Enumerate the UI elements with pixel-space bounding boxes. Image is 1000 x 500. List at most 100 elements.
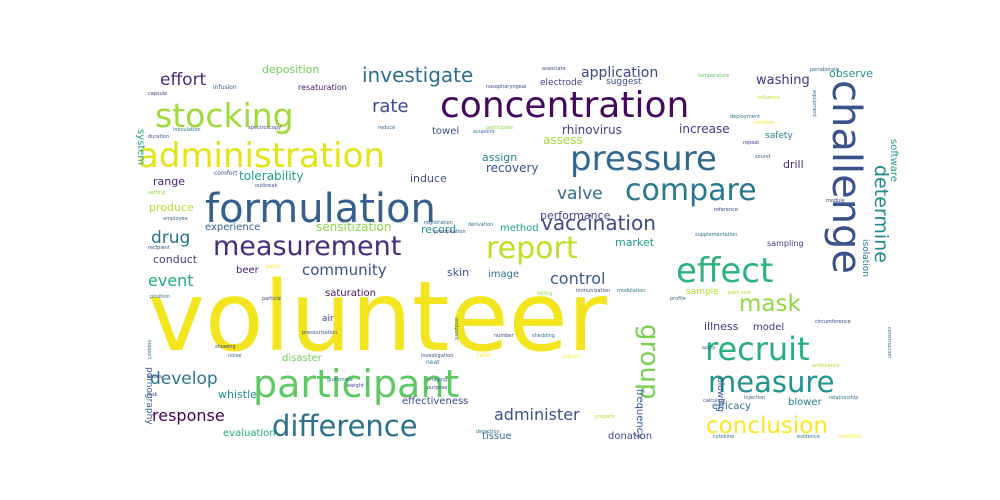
word-observe: observe [829, 67, 873, 80]
word-method: method [500, 223, 539, 234]
word-rhinovirus: rhinovirus [562, 123, 622, 137]
word-endpoint: endpoint [453, 318, 459, 340]
word-tolerability: tolerability [239, 169, 303, 183]
word-recruit: recruit [705, 330, 810, 368]
word-equipment: equipment [811, 90, 817, 117]
word-sample: sample [686, 287, 719, 297]
word-rate: rate [372, 96, 409, 117]
word-application: application [581, 65, 658, 81]
word-disaster: disaster [282, 353, 323, 364]
word-pressure: pressure [570, 139, 717, 179]
word-produce: produce [149, 201, 194, 214]
word-glutamate: glutamate [327, 377, 353, 383]
word-pressurisation: pressurisation [302, 330, 337, 336]
word-nasopharyngeal: nasopharyngeal [486, 84, 526, 90]
word-record: record [421, 223, 456, 236]
word-software: software [888, 139, 899, 182]
word-outbreak: outbreak [255, 183, 277, 189]
word-ratio: ratio [477, 352, 491, 359]
word-derivation: derivation [468, 222, 493, 228]
word-market: market [615, 236, 655, 249]
word-donation: donation [608, 431, 652, 442]
word-condition: condition [838, 434, 861, 440]
word-response: response [152, 406, 225, 425]
word-washing: washing [756, 73, 810, 88]
word-assess: assess [543, 133, 583, 147]
word-conduct: conduct [153, 253, 198, 266]
word-performance: performance [540, 209, 611, 222]
word-drill: drill [783, 158, 804, 171]
word-duration: duration [148, 134, 169, 140]
word-injection: injection [744, 395, 765, 401]
word-community: community [302, 261, 387, 279]
word-valve: valve [557, 184, 603, 204]
word-administer: administer [494, 405, 580, 424]
word-number: number [494, 333, 514, 339]
word-cytokine: cytokine [713, 434, 734, 440]
word-spectroscopy: spectroscopy [248, 125, 281, 131]
word-registration: registration [424, 220, 453, 226]
word-ambulance: ambulance [812, 363, 840, 369]
word-investigation: investigation [421, 353, 453, 359]
word-blowing: blowing [715, 377, 725, 412]
word-challenge: challenge [823, 80, 869, 274]
word-image: image [488, 269, 519, 280]
word-measurement: measurement [213, 231, 401, 262]
word-assign: assign [482, 151, 517, 164]
word-sensitization: sensitization [316, 220, 392, 234]
word-repeat: repeat [743, 140, 759, 146]
word-deployment: deployment [730, 114, 760, 120]
word-setting: setting [148, 190, 165, 196]
word-periaborate: periaborate [810, 67, 839, 73]
word-imaging: imaging [427, 377, 447, 383]
word-tissue: tissue [482, 431, 512, 442]
word-induce: induce [410, 172, 447, 185]
word-capsule: capsule [148, 91, 167, 97]
word-beer: beer [236, 265, 260, 276]
word-effort: effort [160, 70, 207, 90]
word-patch: patch [266, 264, 280, 270]
word-increase: increase [679, 122, 730, 136]
word-range: range [153, 175, 185, 188]
word-difference: difference [272, 409, 418, 443]
word-construction: construction [886, 327, 892, 358]
word-pornography: pornography [144, 367, 154, 425]
word-deposition: deposition [262, 63, 319, 76]
word-effect: effect [676, 251, 773, 291]
word-electrode: electrode [540, 78, 583, 88]
word-formulation: formulation [205, 186, 436, 232]
word-experience: experience [205, 222, 260, 233]
word-profile: profile [670, 296, 686, 302]
word-resaturation: resaturation [298, 83, 347, 92]
word-supplementation: supplementation [695, 232, 737, 238]
word-administration: administration [138, 136, 385, 176]
word-inoculation: inoculation [173, 127, 201, 133]
word-arises: arises [147, 374, 162, 380]
word-measure: measure [708, 365, 834, 399]
word-precipitation: precipitation [434, 229, 466, 235]
word-relationship: relationship [829, 395, 858, 401]
word-comfort: comfort [214, 170, 238, 177]
word-frequency: frequency [634, 389, 645, 439]
word-detection: detection [476, 429, 500, 435]
word-investigate: investigate [362, 63, 473, 87]
word-vaccination: vaccination [541, 211, 656, 235]
word-path-size: path size [728, 290, 751, 296]
word-temperature: temperature [698, 73, 729, 79]
word-develop: develop [150, 369, 218, 389]
word-whistle: whistle [218, 388, 257, 401]
word-event: event [148, 271, 194, 290]
word-air: air [322, 314, 334, 324]
word-combine: combine [753, 120, 775, 126]
word-skin: skin [447, 266, 469, 279]
word-circumference: circumference [815, 319, 851, 325]
word-noise: noise [228, 353, 241, 359]
word-isolation: isolation [860, 239, 870, 277]
word-sampling: sampling [767, 239, 804, 248]
word-associate: associate [542, 66, 566, 72]
word-stocking: stocking [155, 96, 294, 135]
word-employee: employee [163, 216, 188, 222]
word-shedding: shedding [532, 333, 555, 339]
word-modulation: modulation [617, 288, 645, 294]
